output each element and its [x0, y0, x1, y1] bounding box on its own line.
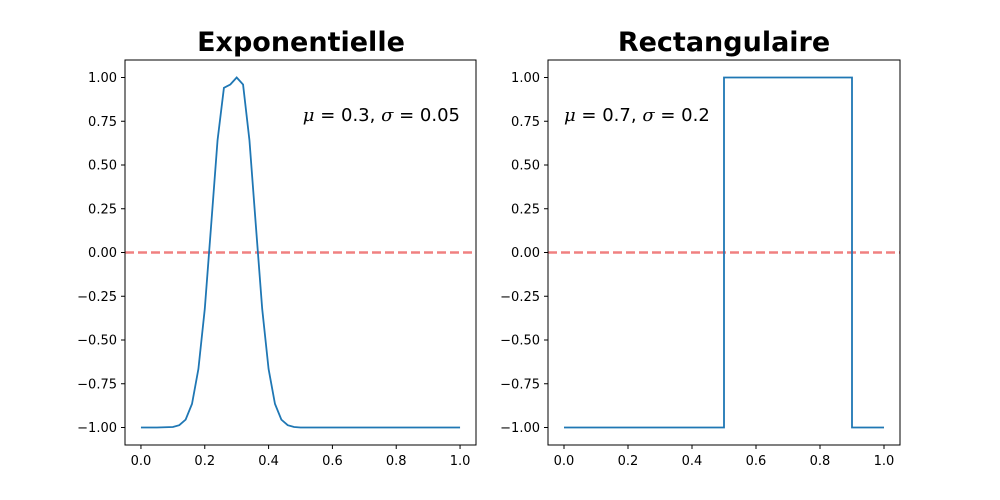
sigma-symbol: σ	[381, 105, 394, 126]
series-line	[140, 76, 461, 429]
sigma-symbol: σ	[642, 105, 655, 126]
chart-panel-rectangulaire: Rectangulaire 0.0 0.2 0.4 0.6 0.8 1.0 −1.00 −0.…	[500, 27, 901, 469]
x-tick-label: 0.2	[618, 454, 639, 469]
y-tick-label: 1.00	[511, 71, 540, 86]
y-tick-label: 1.00	[88, 71, 117, 86]
y-tick-label: −0.25	[500, 290, 540, 305]
mu-value: 0.7	[602, 105, 631, 126]
y-tick-label: −1.00	[77, 421, 117, 436]
x-tick-label: 0.8	[386, 454, 407, 469]
x-tick-label: 0.0	[131, 454, 152, 469]
mu-symbol: μ	[564, 105, 576, 126]
y-tick-label: −0.50	[77, 334, 117, 349]
y-tick-label: −1.00	[500, 421, 540, 436]
parameter-annotation: μ = 0.3, σ = 0.05	[303, 105, 460, 126]
axis-ticks: 0.0 0.2 0.4 0.6 0.8 1.0 −1.00 −0.75 −0.50 −0.25 0.…	[77, 71, 470, 469]
y-tick-label: −0.25	[77, 290, 117, 305]
axis-ticks: 0.0 0.2 0.4 0.6 0.8 1.0 −1.00 −0.75 −0.50 −0.25 0.…	[500, 71, 894, 469]
mu-symbol: μ	[303, 105, 315, 126]
chart-title: Exponentielle	[197, 27, 405, 58]
y-tick-label: 0.75	[511, 115, 540, 130]
y-tick-label: 0.00	[88, 246, 117, 261]
y-tick-label: 0.50	[511, 159, 540, 174]
x-tick-label: 0.6	[322, 454, 343, 469]
x-tick-label: 1.0	[450, 454, 471, 469]
y-tick-label: −0.75	[77, 377, 117, 392]
x-tick-label: 0.6	[746, 454, 767, 469]
x-tick-label: 0.8	[810, 454, 831, 469]
parameter-annotation: μ = 0.7, σ = 0.2	[564, 105, 710, 126]
chart-panel-exponentielle: Exponentielle 0.0 0.2 0.4 0.6 0.8 1.0 −1.00 −0.…	[77, 27, 477, 469]
y-tick-label: 0.00	[511, 246, 540, 261]
x-tick-label: 1.0	[874, 454, 895, 469]
sigma-value: 0.05	[420, 105, 460, 126]
mu-value: 0.3	[341, 105, 370, 126]
axes-frame	[124, 59, 477, 446]
chart-title: Rectangulaire	[618, 27, 830, 58]
y-tick-label: −0.75	[500, 377, 540, 392]
axes-frame	[547, 59, 901, 446]
sigma-value: 0.2	[681, 105, 710, 126]
x-tick-label: 0.4	[682, 454, 703, 469]
y-tick-label: 0.25	[511, 202, 540, 217]
y-tick-label: 0.50	[88, 159, 117, 174]
y-tick-label: 0.25	[88, 202, 117, 217]
series-line	[564, 76, 884, 429]
y-tick-label: 0.75	[88, 115, 117, 130]
x-tick-label: 0.0	[554, 454, 575, 469]
y-tick-label: −0.50	[500, 334, 540, 349]
x-tick-label: 0.2	[194, 454, 215, 469]
x-tick-label: 0.4	[258, 454, 279, 469]
